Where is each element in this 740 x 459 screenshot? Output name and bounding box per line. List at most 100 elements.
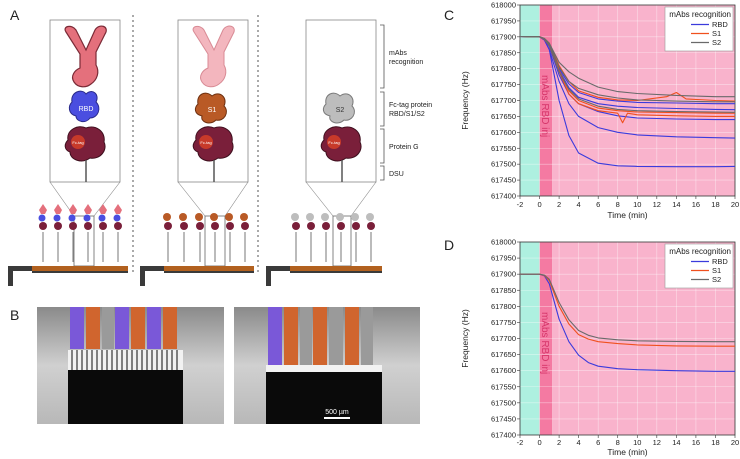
sensor-base xyxy=(164,271,254,273)
legend-label-s2: S2 xyxy=(712,275,721,284)
y-tick-label: 618000 xyxy=(491,238,516,247)
antibody-faded-icon xyxy=(192,25,235,88)
y-tick-label: 617500 xyxy=(491,398,516,407)
y-tick-label: 617600 xyxy=(491,128,516,137)
fc-tag-icon xyxy=(327,135,341,149)
y-tick-label: 617500 xyxy=(491,160,516,169)
x-tick-label: 14 xyxy=(672,438,680,447)
legend-label-s2: S2 xyxy=(712,38,721,47)
photo-left xyxy=(37,307,224,424)
sensor-surface xyxy=(32,266,128,271)
protein-g-icon xyxy=(64,126,106,162)
x-tick-label: 10 xyxy=(633,438,641,447)
y-tick-label: 617850 xyxy=(491,48,516,57)
sensor-teeth xyxy=(68,350,183,370)
schematic-s1: S1 Fc-tag xyxy=(140,19,254,286)
bracket-dsu xyxy=(380,165,385,181)
channel-blue xyxy=(115,307,129,349)
rbd-blob-icon xyxy=(68,90,100,123)
bracket-fc xyxy=(380,91,385,127)
x-tick-label: 10 xyxy=(633,200,641,209)
x-tick-label: 4 xyxy=(577,200,581,209)
y-tick-label: 617600 xyxy=(491,366,516,375)
channel-orange xyxy=(313,307,327,365)
channel-orange xyxy=(163,307,177,349)
chart-c: 617400 617450 617500 617550 617600 617650 6177… xyxy=(460,1,739,221)
x-tick-label: 2 xyxy=(557,200,561,209)
legend-label-s1: S1 xyxy=(712,266,721,275)
channel-orange xyxy=(284,307,298,365)
zoom-line xyxy=(177,181,206,217)
surface-molecules-s1 xyxy=(163,213,249,262)
x-tick-label: 2 xyxy=(557,438,561,447)
fc-tag-icon xyxy=(71,135,85,149)
bracket-label-dsu: DSU xyxy=(389,171,404,178)
bracket-label-mabs-2: recognition xyxy=(389,59,423,66)
x-tick-label: -2 xyxy=(517,200,524,209)
y-tick-label: 617800 xyxy=(491,302,516,311)
y-tick-label: 617550 xyxy=(491,144,516,153)
inset-label-fc-tag: Fc-tag xyxy=(328,140,339,145)
channel-gray xyxy=(300,307,312,365)
channel-blue xyxy=(70,307,84,349)
x-tick-label: 8 xyxy=(616,438,620,447)
schematic-s2: S2 Fc-tag xyxy=(266,19,382,286)
protein-g-icon xyxy=(320,126,362,162)
x-tick-label: -2 xyxy=(517,438,524,447)
y-tick-label: 617900 xyxy=(491,270,516,279)
series-line-s2 xyxy=(519,35,736,113)
surface-molecules-rbd xyxy=(38,204,122,262)
x-axis-label: Time (min) xyxy=(607,447,647,457)
bracket-protein-g xyxy=(380,128,385,164)
bracket-label-mabs-1: mAbs xyxy=(389,50,407,57)
y-tick-label: 617750 xyxy=(491,80,516,89)
chart-d: 617400 617450 617500 617550 617600 617650 6177… xyxy=(460,238,739,458)
injection-annotation: mAbs RBD inj xyxy=(539,75,550,137)
zoom-line xyxy=(305,181,334,217)
s1-blob-icon xyxy=(194,92,227,124)
protein-g-icon xyxy=(192,126,234,162)
panel-a: A RBD Fc-tag xyxy=(8,7,432,286)
x-tick-label: 12 xyxy=(653,200,661,209)
bracket-label-fc-1: Fc-tag protein xyxy=(389,102,432,109)
substrate-block xyxy=(140,266,145,286)
y-tick-label: 617850 xyxy=(491,286,516,295)
panel-label-b: B xyxy=(10,307,19,323)
inset-label-fc-tag: Fc-tag xyxy=(200,140,211,145)
legend-box xyxy=(664,243,734,289)
x-tick-label: 8 xyxy=(616,200,620,209)
y-tick-label: 617750 xyxy=(491,318,516,327)
y-axis-label: Frequency (Hz) xyxy=(460,309,470,368)
s2-blob-icon xyxy=(322,92,355,124)
sensor-base xyxy=(290,271,382,273)
channel-blue xyxy=(268,307,282,365)
injection-annotation: mAbs RBD inj xyxy=(539,312,550,374)
scale-bar-label: 500 µm xyxy=(325,409,349,416)
legend-box xyxy=(664,6,734,52)
y-tick-label: 617650 xyxy=(491,350,516,359)
legend-label-s1: S1 xyxy=(712,29,721,38)
sensor-teeth xyxy=(266,365,382,372)
antibody-icon xyxy=(64,25,107,88)
y-axis-label: Frequency (Hz) xyxy=(460,71,470,130)
series-line-s2 xyxy=(520,273,735,343)
photo-right: 500 µm xyxy=(234,307,420,424)
channel-gray xyxy=(102,307,114,349)
substrate-block xyxy=(8,266,13,286)
channel-gray xyxy=(329,307,343,365)
y-tick-label: 617950 xyxy=(491,16,516,25)
legend-label-rbd: RBD xyxy=(712,257,728,266)
sensor-chip xyxy=(68,370,183,424)
y-tick-label: 617400 xyxy=(491,431,516,440)
inset-label-rbd: RBD xyxy=(79,106,94,113)
x-tick-label: 18 xyxy=(711,438,719,447)
x-tick-label: 14 xyxy=(672,200,680,209)
zoom-line xyxy=(350,181,377,217)
y-tick-label: 617400 xyxy=(491,192,516,201)
chart-title: mAbs recognition xyxy=(669,10,731,19)
sensor-base xyxy=(32,271,128,273)
sensor-surface xyxy=(164,266,254,271)
zoom-line xyxy=(93,181,121,217)
x-tick-label: 0 xyxy=(537,200,541,209)
y-tick-label: 617450 xyxy=(491,176,516,185)
